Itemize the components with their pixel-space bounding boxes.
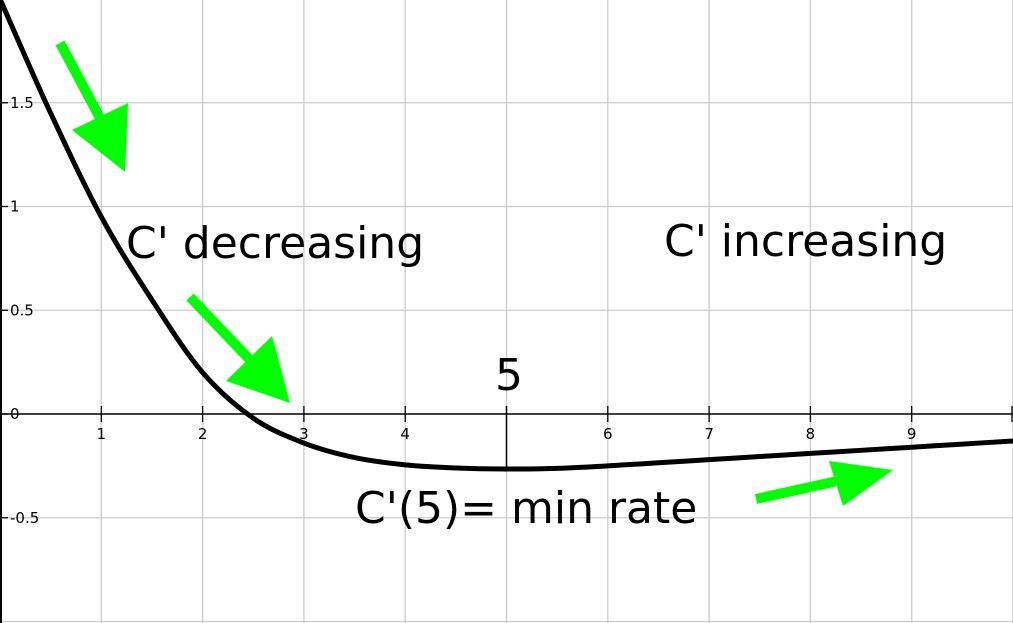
- x-tick-label: 3: [299, 425, 309, 443]
- annotation-min-rate: C'(5)= min rate: [355, 483, 697, 534]
- arrow-right-up: [754, 461, 893, 506]
- x-tick-label: 1: [97, 425, 107, 443]
- y-tick-label: 1.5: [10, 94, 34, 112]
- y-tick-label: 0.5: [10, 301, 34, 319]
- arrow-down-left: [55, 40, 128, 172]
- x-tick-label: 7: [704, 425, 714, 443]
- annotation-decreasing: C' decreasing: [126, 218, 424, 269]
- series-line: [0, 0, 1013, 472]
- annotation-increasing: C' increasing: [664, 216, 947, 267]
- ticks: 1 2 3 4 6 7 8 9 1.5 1 0.5 0 -0.5: [0, 94, 1013, 527]
- x-tick-label: 9: [907, 425, 917, 443]
- x-tick-label: 8: [806, 425, 816, 443]
- arrow-down-middle: [186, 293, 290, 403]
- arrows: [55, 40, 893, 506]
- y-tick-label: -0.5: [10, 509, 39, 527]
- x-tick-label: 2: [198, 425, 208, 443]
- y-tick-label: 0: [10, 405, 20, 423]
- y-tick-label: 1: [10, 198, 20, 216]
- x-tick-label: 4: [400, 425, 410, 443]
- marker-label: 5: [495, 350, 523, 401]
- x-tick-label: 6: [603, 425, 613, 443]
